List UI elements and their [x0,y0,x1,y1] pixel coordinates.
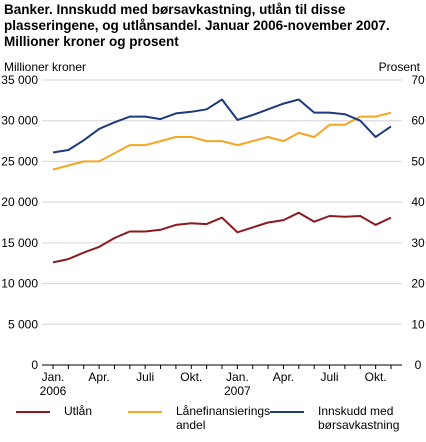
legend-swatch-lanefinansieringsandel [128,411,162,413]
y-left-tick-label: 0 [31,358,38,372]
legend-label-utlan: Utlån [64,404,93,418]
right-axis-unit-label: Prosent [378,60,420,74]
y-left-tick-label: 25 000 [1,154,38,168]
legend: Utlån Lånefinansierings- andel Innskudd … [0,404,426,442]
right-y-axis-ticks: 0 10 20 30 40 50 60 70 [411,73,425,372]
legend-label-lanefinansieringsandel: Lånefinansierings- andel [176,404,275,432]
y-right-tick-label: 30 [411,236,425,250]
y-right-tick-label: 70 [411,73,425,87]
legend-swatch-utlan [16,411,50,413]
x-tick-label: Okt. [180,370,202,384]
left-y-axis-ticks: 0 5 000 10 000 15 000 20 000 25 000 30 000 35 0… [1,73,38,372]
left-axis-unit-label: Millioner kroner [4,60,87,74]
series-lines [52,98,392,264]
x-tick-label: Juli [321,370,339,384]
gridlines [42,79,402,325]
x-tick-label: Apr. [273,370,294,384]
y-right-tick-label: 10 [411,317,425,331]
x-tick-label: Okt. [365,370,387,384]
x-tick-label: Juli [136,370,154,384]
x-tick-label: Apr. [88,370,109,384]
y-right-tick-label: 40 [411,195,425,209]
y-left-tick-label: 35 000 [1,73,38,87]
y-left-tick-label: 15 000 [1,236,38,250]
y-right-tick-label: 50 [411,154,425,168]
y-left-tick-label: 30 000 [1,114,38,128]
y-right-tick-label: 20 [411,277,425,291]
y-left-tick-label: 10 000 [1,277,38,291]
legend-label-innskudd: Innskudd med børsavkastning [318,404,400,432]
line-chart: 0 5 000 10 000 15 000 20 000 25 000 30 000 35 0… [1,73,425,398]
series-line-innskudd [52,98,392,154]
x-tick-year-label: 2007 [224,384,251,398]
y-right-tick-label: 60 [411,114,425,128]
x-tick-label: Jan. [42,370,65,384]
y-right-tick-label: 0 [415,358,422,372]
y-left-tick-label: 20 000 [1,195,38,209]
x-tick-year-label: 2006 [40,384,67,398]
y-left-tick-label: 5 000 [8,317,38,331]
chart-title: Banker. Innskudd med børsavkastning, utl… [4,2,390,49]
series-line-lanefinansieringsandel [52,111,392,171]
x-tick-label: Jan. [226,370,249,384]
series-line-utlan [52,211,392,264]
legend-swatch-innskudd [270,411,304,413]
